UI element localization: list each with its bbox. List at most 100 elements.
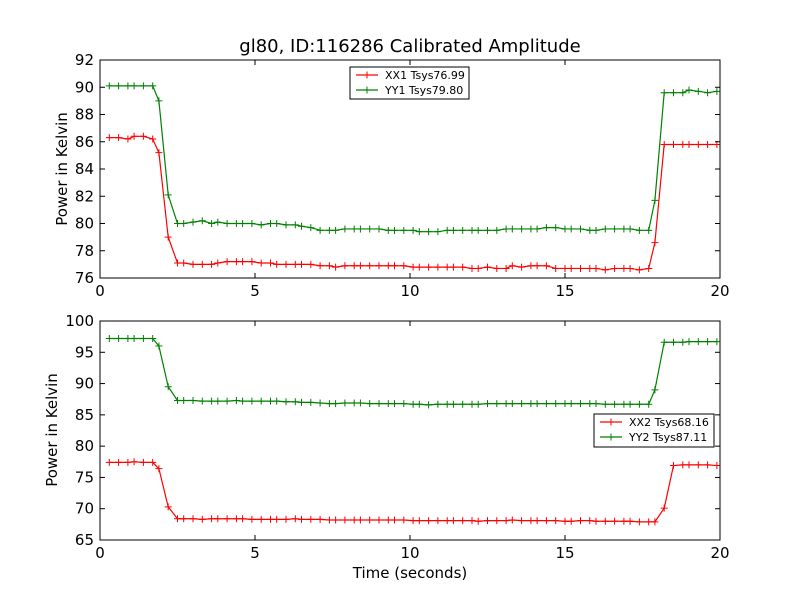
bottom-chart-series-1-point (493, 517, 501, 525)
top-chart: gl80, ID:116286 Calibrated Amplitude Pow… (53, 36, 730, 300)
bottom-chart-series-1-point (174, 515, 181, 523)
bottom-chart-series-2-point (651, 386, 659, 394)
top-chart-series-1-point (316, 262, 324, 270)
bottom-chart-x-tick-label: 15 (555, 544, 574, 562)
bottom-chart-series-1-point (298, 515, 305, 523)
bottom-chart-series-2-point (130, 335, 138, 343)
top-chart-series-1-point (356, 262, 364, 270)
bottom-chart-series-1-point (214, 515, 222, 523)
top-chart-y-tick-label: 88 (75, 106, 94, 124)
bottom-chart-series-1-point (449, 517, 457, 525)
bottom-chart-series-2-point (316, 399, 324, 407)
bottom-chart-y-tick-label: 85 (75, 406, 94, 424)
top-chart-legend-label: YY1 Tsys79.80 (384, 84, 463, 97)
bottom-chart-series-1-point (139, 458, 147, 466)
bottom-chart-series-2-point (366, 400, 374, 408)
bottom-chart-series-1-point (601, 517, 609, 525)
top-chart-series-1-point (626, 264, 634, 272)
bottom-chart-series-2-point (443, 400, 451, 408)
top-chart-plot-area: 0 5 10 15 20 76 78 80 82 84 86 88 90 92 XX1 Tsys76.99 Y… (75, 51, 730, 300)
bottom-chart-series-2-point (542, 400, 550, 408)
top-chart-series-2-point (267, 220, 274, 227)
top-chart-series-1-point (651, 239, 659, 247)
top-chart-series-2-point (239, 220, 247, 227)
bottom-chart-y-tick-label: 95 (75, 343, 94, 361)
bottom-chart-series-1-point (651, 518, 659, 526)
top-chart-series-2-line (109, 85, 717, 233)
top-chart-series-1-point (149, 135, 157, 143)
top-chart-series-2-point (527, 225, 535, 233)
bottom-chart-series-1-point (611, 517, 619, 525)
bottom-chart-series-2-point (164, 383, 172, 391)
bottom-chart-series-2-point (223, 397, 231, 405)
bottom-chart-series-1-point (232, 515, 240, 523)
top-chart-series-2-point (273, 220, 281, 227)
bottom-chart-series-2-point (679, 338, 687, 346)
top-chart-series-1-point (592, 264, 600, 272)
bottom-chart-series-1-point (542, 517, 550, 525)
top-chart-series-1-point (223, 258, 231, 266)
top-chart-series-1-point (561, 264, 569, 272)
top-chart-series-2-point (400, 226, 408, 234)
bottom-chart-series-1-point (282, 515, 290, 523)
top-chart-series-2-point (356, 225, 364, 233)
bottom-chart-series-1-point (180, 515, 188, 523)
top-chart-y-tick-label: 84 (75, 160, 94, 178)
top-chart-series-2-point (484, 226, 491, 234)
bottom-chart-series-1-point (508, 516, 516, 524)
top-chart-series-2-point (645, 226, 653, 234)
bottom-chart-series-1-point (149, 458, 157, 466)
bottom-chart-series-1-point (685, 461, 693, 469)
top-chart-series-2-point (316, 226, 324, 234)
bottom-chart-series-2-point (208, 397, 216, 405)
bottom-chart-series-2-point (601, 400, 609, 408)
top-chart-legend-label: XX1 Tsys76.99 (385, 69, 465, 82)
bottom-chart-series-1-point (325, 516, 333, 524)
top-chart-series-2-point (174, 220, 181, 227)
top-chart-series-2-point (282, 221, 290, 229)
bottom-chart-series-2-point (232, 396, 240, 404)
bottom-chart-series-2-point (660, 338, 668, 346)
bottom-chart-series-2-point (468, 400, 476, 408)
top-chart-series-2-point (257, 221, 265, 229)
top-chart-series-2-point (493, 226, 501, 234)
top-chart-series-2-point (208, 220, 216, 227)
top-chart-series-2-point (586, 226, 594, 234)
top-chart-series-2-point (443, 226, 451, 234)
top-chart-series-2-point (375, 225, 383, 233)
top-chart-series-2-point (366, 225, 374, 233)
bottom-chart-series-2-point (356, 399, 364, 407)
top-chart-series-2-point (651, 196, 659, 204)
bottom-chart-series-2-point (434, 400, 442, 408)
bottom-chart-legend-label: YY2 Tsys87.11 (628, 431, 707, 444)
top-chart-x-tick-label: 10 (400, 282, 419, 300)
bottom-chart-y-tick-label: 65 (75, 531, 94, 549)
bottom-chart-series-1-point (626, 517, 634, 525)
bottom-chart-series-1-point (391, 516, 398, 524)
top-chart-series-2-point (223, 220, 231, 227)
bottom-chart-series-2-point (155, 342, 163, 350)
bottom-chart-series-2-point (198, 397, 206, 405)
top-chart-series-2-point (592, 226, 600, 234)
top-chart-y-tick-label: 86 (75, 133, 94, 151)
top-chart-series-2-point (409, 226, 417, 234)
top-chart-series-2-point (291, 221, 299, 229)
top-chart-series-2-point (341, 225, 349, 233)
bottom-chart-series-2-point (694, 338, 702, 346)
top-chart-series-2-point (198, 217, 206, 225)
top-chart-series-1-point (518, 263, 526, 271)
bottom-chart-series-1-point (350, 516, 358, 524)
bottom-chart-series-1-point (124, 458, 132, 466)
top-chart-x-tick-label: 20 (710, 282, 729, 300)
bottom-chart-series-2-point (533, 400, 541, 408)
bottom-chart-series-2-point (508, 400, 516, 408)
top-chart-series-2-point (332, 226, 340, 234)
bottom-chart-plot-area: 0 5 10 15 20 65 70 75 80 85 90 95 100 XX2 Tsys68.16 YY… (65, 312, 729, 562)
bottom-chart-y-tick-label: 100 (65, 312, 94, 330)
top-chart-y-tick-label: 90 (75, 78, 94, 96)
top-chart-series-1-point (670, 140, 677, 148)
bottom-chart-series-1-point (130, 458, 138, 466)
top-chart-series-2-point (474, 226, 482, 234)
top-chart-series-1-point (174, 259, 181, 267)
